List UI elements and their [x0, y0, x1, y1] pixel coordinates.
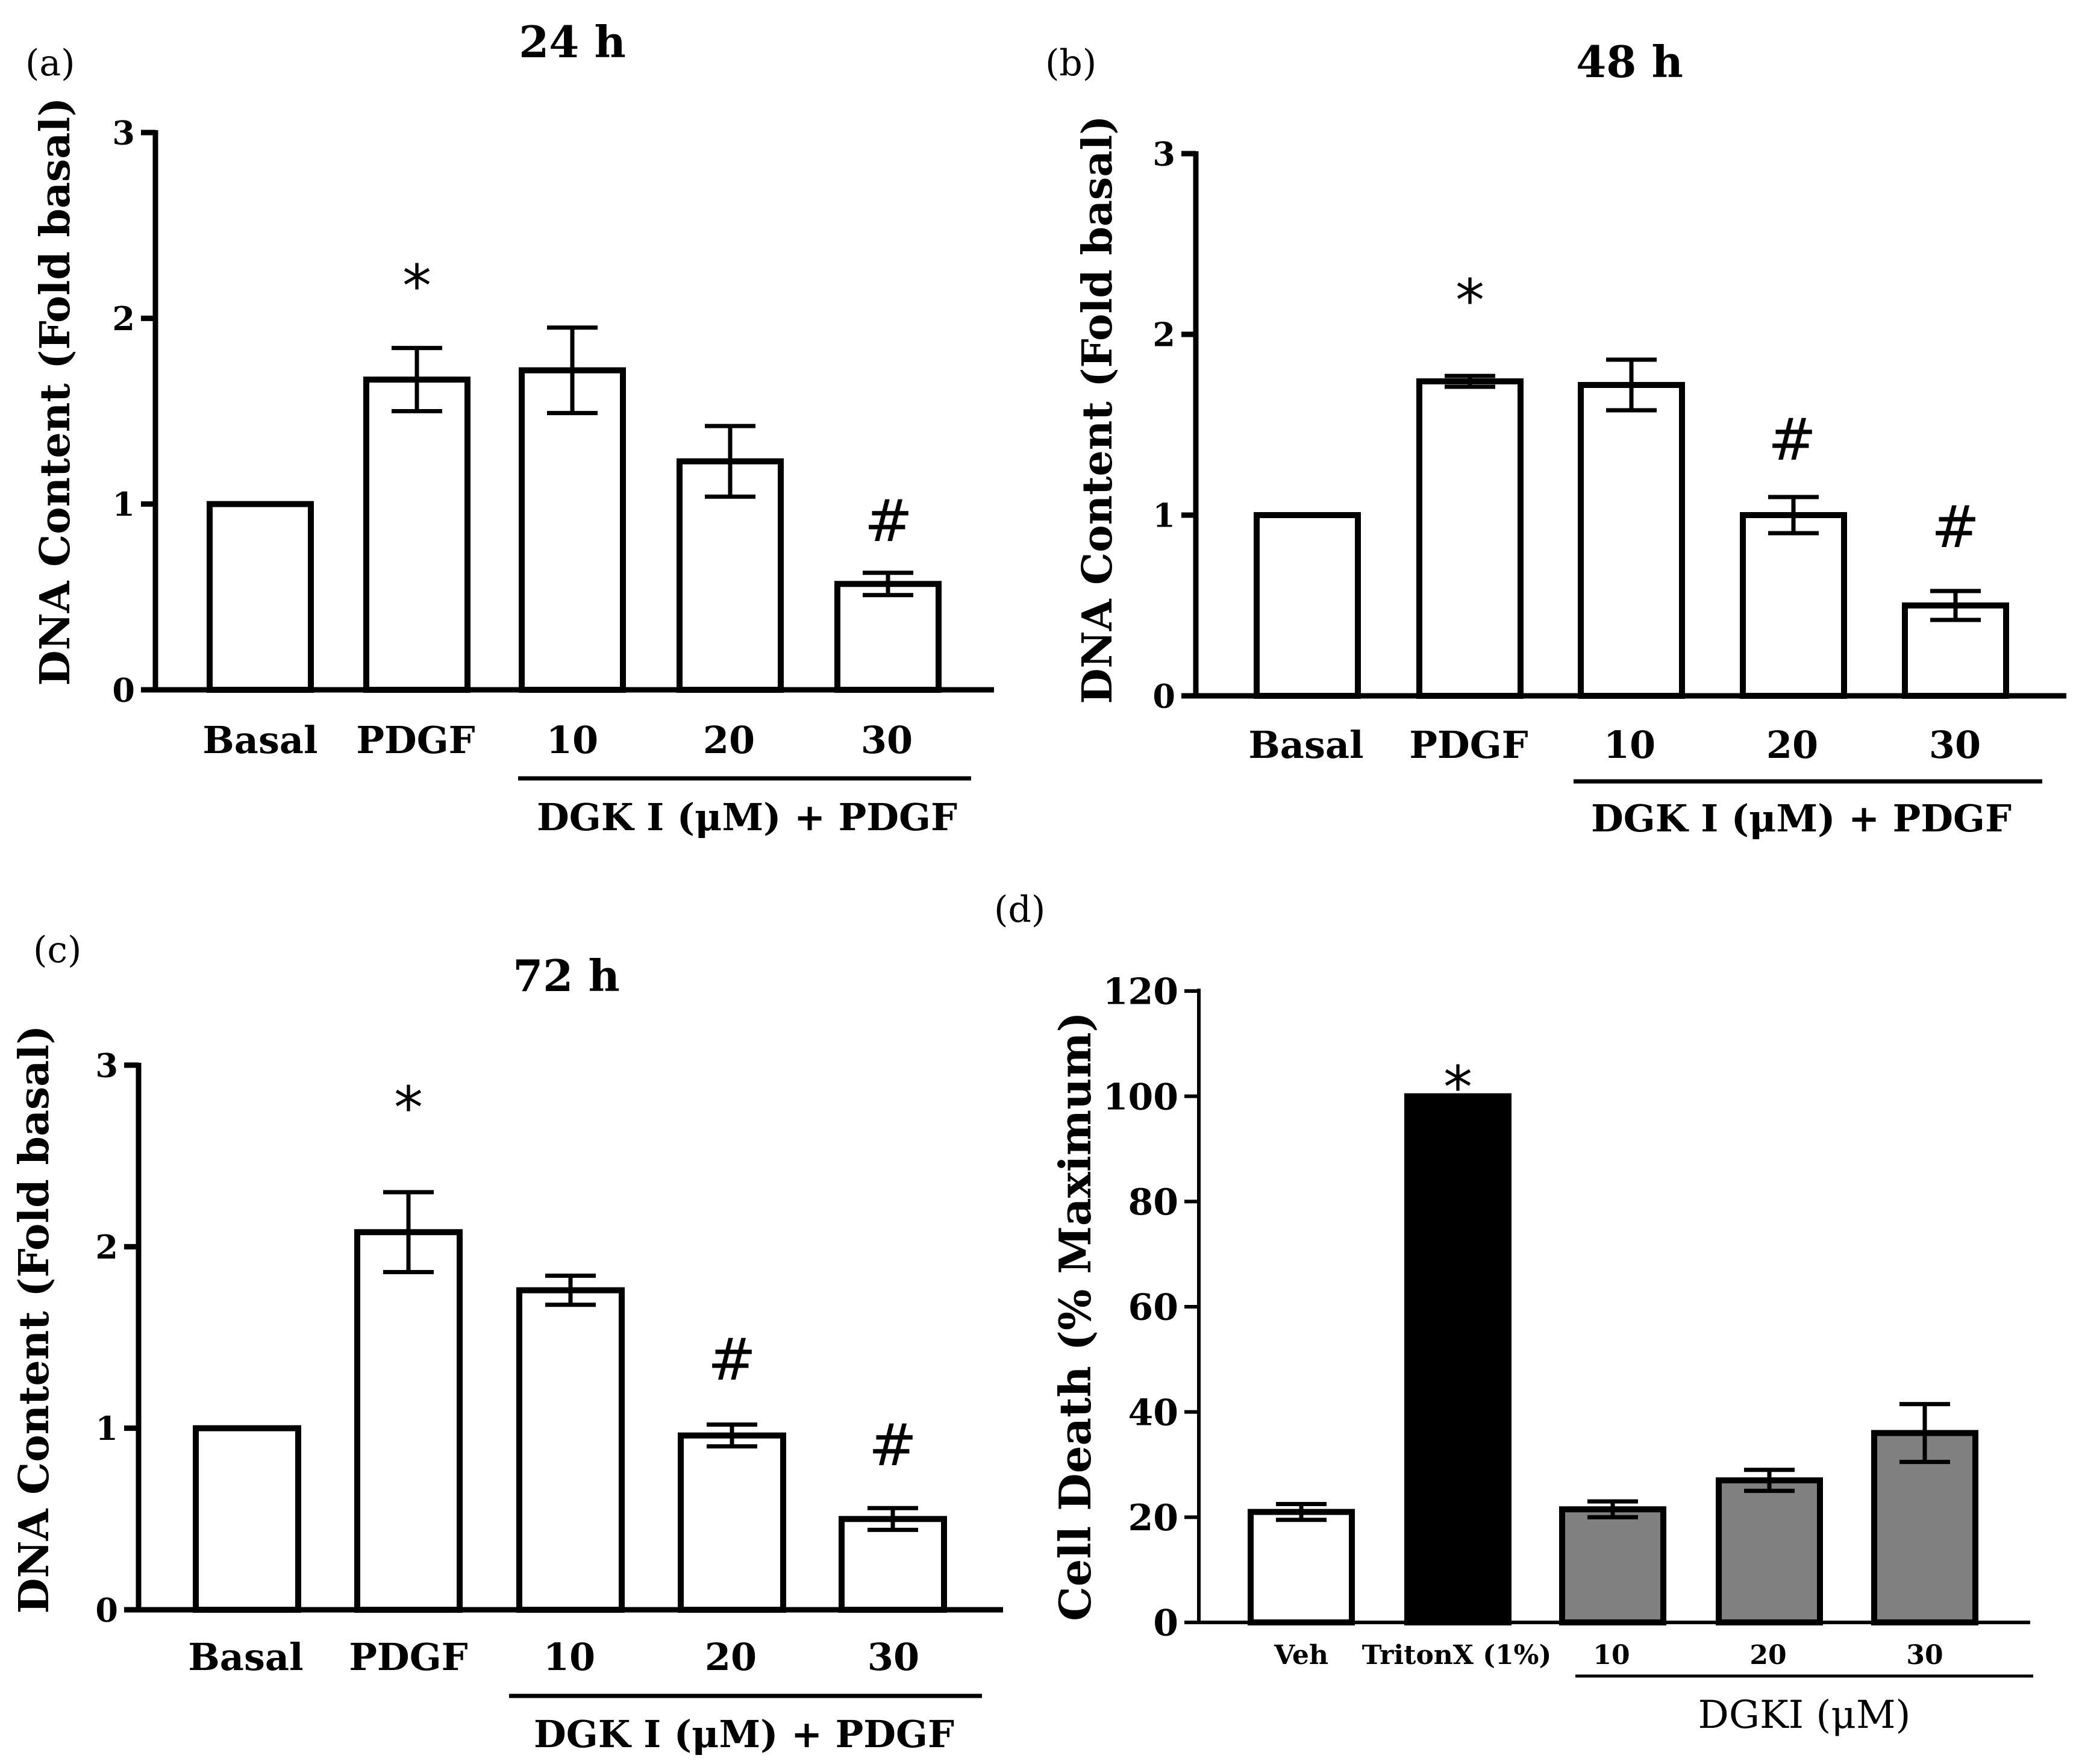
bar: [1559, 1506, 1666, 1626]
bar: [834, 581, 942, 693]
group-label: DGKI (μM): [1698, 1693, 1911, 1737]
x-tick-label: 10: [1593, 1640, 1630, 1671]
y-tick-label: 0: [1152, 677, 1175, 715]
bar: [1254, 512, 1361, 699]
significance-marker: *: [402, 252, 431, 320]
panel-d: (d) Cell Death (% Maximum) 0 20 40 60 80 100 1…: [994, 889, 2033, 1737]
plot-area: 0 1 2 3: [112, 113, 994, 709]
y-axis-label: DNA Content (Fold basal): [10, 1025, 58, 1614]
panel-c: (c) 72 h DNA Content (Fold basal) 0 1 2 3 B…: [10, 929, 1003, 1756]
plot-area: 0 20 40 60 80 100 120: [1103, 971, 2030, 1645]
bar: [1404, 1093, 1512, 1625]
significance-marker: *: [394, 1074, 423, 1142]
panel-label: (c): [33, 929, 81, 971]
bar: [1740, 512, 1847, 699]
bar: [516, 1287, 625, 1613]
panel-b: (b) 48 h DNA Content (Fold basal) 0 1 2 3 B…: [1045, 36, 2066, 840]
x-tick-label: Basal: [188, 1635, 303, 1679]
y-tick-label: 0: [112, 671, 135, 709]
plot-area: 0 1 2 3: [1152, 134, 2066, 715]
y-tick-label: 2: [112, 299, 135, 338]
x-tick-label: 20: [1749, 1640, 1786, 1671]
bar: [354, 1229, 463, 1613]
x-tick-label: PDGF: [349, 1635, 467, 1679]
y-tick-label: 2: [95, 1228, 118, 1266]
y-tick-label: 1: [1152, 496, 1175, 534]
group-label: DGK I (μM) + PDGF: [534, 1712, 954, 1756]
bar: [1871, 1430, 1978, 1626]
x-tick-label: 20: [1766, 723, 1818, 767]
chart-title: 24 h: [519, 16, 626, 67]
bar: [363, 377, 471, 693]
bar: [207, 501, 314, 693]
y-axis-label: DNA Content (Fold basal): [1074, 116, 1122, 704]
bar: [839, 1516, 947, 1613]
y-tick-label: 60: [1128, 1287, 1179, 1329]
y-tick-label: 20: [1128, 1497, 1179, 1539]
y-axis-label: Cell Death (% Maximum): [1049, 1012, 1101, 1621]
significance-marker: #: [869, 1412, 917, 1479]
y-tick-label: 3: [95, 1046, 118, 1084]
x-tick-label: 10: [546, 718, 598, 762]
x-tick-label: Veh: [1274, 1640, 1328, 1671]
bar: [1716, 1477, 1823, 1625]
y-tick-label: 120: [1103, 971, 1178, 1013]
significance-marker: #: [864, 487, 913, 555]
bar: [193, 1425, 301, 1613]
significance-marker: *: [1455, 267, 1484, 334]
y-tick-label: 0: [95, 1590, 118, 1629]
bar: [519, 367, 626, 693]
plot-area: 0 1 2 3: [95, 1046, 1003, 1629]
x-tick-label: 20: [705, 1635, 757, 1679]
panel-label: (b): [1045, 42, 1096, 84]
y-tick-label: 80: [1128, 1181, 1179, 1224]
bar: [1248, 1509, 1355, 1626]
y-tick-label: 2: [1152, 315, 1175, 354]
panel-label: (a): [25, 42, 75, 84]
bar: [1416, 378, 1524, 699]
y-tick-label: 40: [1128, 1392, 1179, 1434]
x-tick-label: 20: [703, 718, 755, 762]
significance-marker: #: [1768, 406, 1816, 474]
significance-marker: *: [1443, 1054, 1472, 1121]
x-tick-label: 30: [861, 718, 913, 762]
y-tick-label: 1: [95, 1409, 118, 1448]
x-tick-label: 30: [868, 1635, 919, 1679]
group-label: DGK I (μM) + PDGF: [1591, 796, 2012, 840]
chart-title: 72 h: [513, 950, 620, 1001]
x-tick-label: 30: [1906, 1640, 1943, 1671]
x-tick-label: 10: [543, 1635, 595, 1679]
group-label: DGK I (μM) + PDGF: [537, 795, 957, 839]
y-tick-label: 3: [112, 113, 135, 152]
bar: [1578, 382, 1685, 699]
chart-title: 48 h: [1576, 36, 1683, 87]
y-tick-label: 1: [112, 485, 135, 524]
panel-label: (d): [994, 889, 1045, 931]
x-tick-label: PDGF: [356, 718, 475, 762]
x-tick-label: Basal: [202, 718, 317, 762]
panel-a: (a) 24 h DNA Content (Fold basal) 0 1 2 3 B…: [25, 16, 994, 839]
bar: [678, 1432, 786, 1613]
significance-marker: #: [1931, 493, 1980, 561]
x-tick-label: 10: [1604, 723, 1655, 767]
x-tick-label: TritonX (1%): [1362, 1640, 1552, 1671]
x-tick-label: PDGF: [1409, 723, 1528, 767]
y-axis-label: DNA Content (Fold basal): [31, 98, 80, 686]
y-tick-label: 100: [1103, 1076, 1178, 1118]
y-tick-label: 3: [1152, 134, 1175, 173]
x-tick-label: Basal: [1248, 723, 1363, 767]
significance-marker: #: [708, 1326, 756, 1393]
x-tick-label: 30: [1929, 723, 1981, 767]
y-tick-label: 0: [1153, 1603, 1178, 1645]
